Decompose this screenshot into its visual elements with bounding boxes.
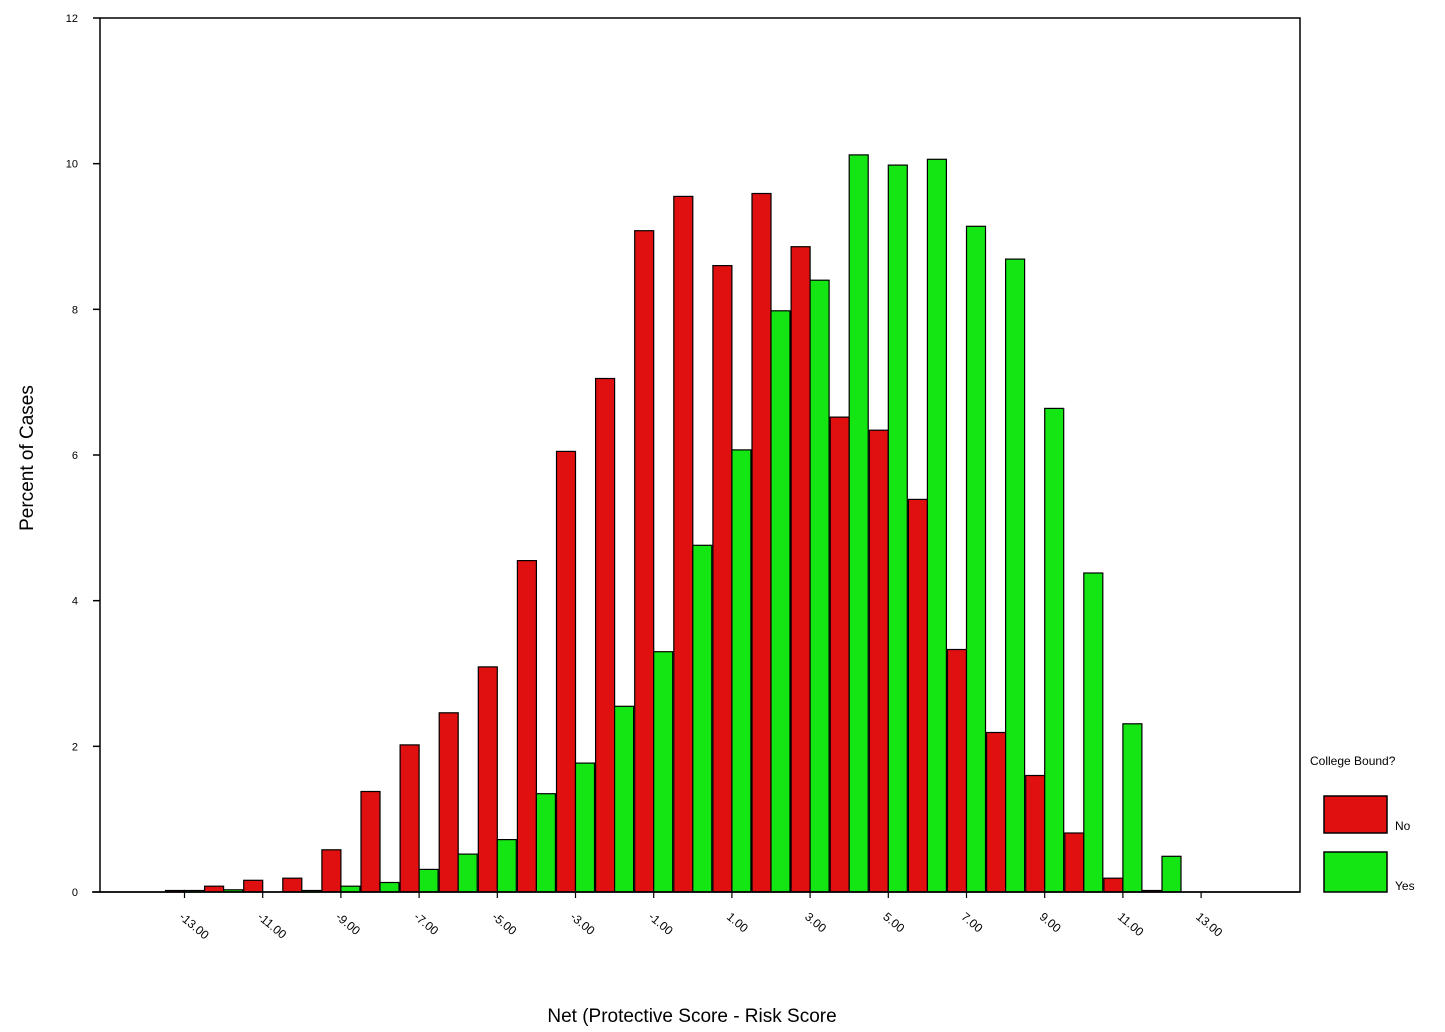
- bar-yes-0: [692, 544, 713, 893]
- y-tick-label: 12: [66, 13, 78, 25]
- bar-yes--1: [653, 651, 674, 893]
- legend-title: College Bound?: [1310, 754, 1396, 768]
- bar-yes-8: [1004, 258, 1026, 893]
- bar-no-0: [673, 195, 694, 893]
- bar-no-9: [1025, 774, 1046, 893]
- y-axis-title: Percent of Cases: [17, 385, 38, 531]
- bar-yes-11: [1122, 723, 1143, 893]
- bar-no--8: [360, 790, 381, 893]
- bar-no--11: [243, 879, 264, 893]
- bar-no--7: [399, 744, 420, 893]
- legend-swatch-yes: [1323, 851, 1388, 893]
- y-tick-label: 10: [66, 159, 78, 171]
- bar-no-6: [907, 498, 929, 893]
- y-tick-label: 2: [72, 741, 78, 753]
- bar-yes-6: [926, 158, 948, 893]
- bar-yes--2: [613, 705, 635, 893]
- bar-no-1: [712, 265, 733, 893]
- bar-no-2: [751, 192, 772, 893]
- y-tick-label: 6: [72, 450, 78, 462]
- legend-label-yes: Yes: [1395, 879, 1415, 893]
- bar-yes-7: [965, 225, 987, 893]
- bar-no--5: [477, 666, 498, 893]
- x-axis-title: Net (Protective Score - Risk Score: [547, 1006, 836, 1027]
- bar-yes--4: [535, 793, 557, 893]
- bar-yes-3: [809, 279, 830, 893]
- bar-yes-12: [1161, 855, 1182, 893]
- legend: College Bound? No Yes: [1310, 754, 1415, 893]
- legend-swatch-no: [1323, 795, 1388, 834]
- bar-yes--8: [379, 881, 400, 893]
- bar-no--9: [321, 849, 342, 893]
- bar-yes--7: [418, 868, 439, 893]
- bar-no--10: [282, 877, 303, 893]
- y-tick-label: 8: [72, 304, 78, 316]
- bar-no-7: [946, 648, 968, 893]
- bar-yes--3: [574, 762, 596, 893]
- bar-no--3: [555, 450, 577, 893]
- y-axis-ticks: 0 2 4 6 8 10 12: [66, 13, 100, 899]
- bar-yes-4: [848, 154, 869, 893]
- bar-no-3: [790, 246, 811, 893]
- bar-no-8: [985, 731, 1007, 893]
- bar-yes-9: [1044, 407, 1065, 893]
- bar-yes-10: [1083, 572, 1104, 893]
- bar-no--4: [516, 559, 538, 893]
- bar-yes-1: [731, 449, 752, 893]
- bar-yes-2: [770, 310, 791, 893]
- bar-yes--9: [340, 885, 361, 893]
- bar-no--1: [634, 230, 655, 893]
- bar-no-10: [1064, 832, 1085, 893]
- bar-yes--6: [457, 853, 478, 893]
- bar-no-11: [1103, 877, 1124, 893]
- bar-no--6: [438, 712, 459, 893]
- bar-yes-5: [887, 164, 908, 893]
- bar-yes--5: [496, 838, 517, 893]
- y-tick-label: 0: [72, 887, 78, 899]
- bar-no-4: [829, 416, 850, 893]
- legend-label-no: No: [1395, 819, 1411, 833]
- y-tick-label: 4: [72, 596, 78, 608]
- bar-no--12: [204, 885, 225, 893]
- bar-no-5: [868, 429, 889, 893]
- bars-layer: [164, 154, 1182, 893]
- bar-no--2: [594, 377, 616, 893]
